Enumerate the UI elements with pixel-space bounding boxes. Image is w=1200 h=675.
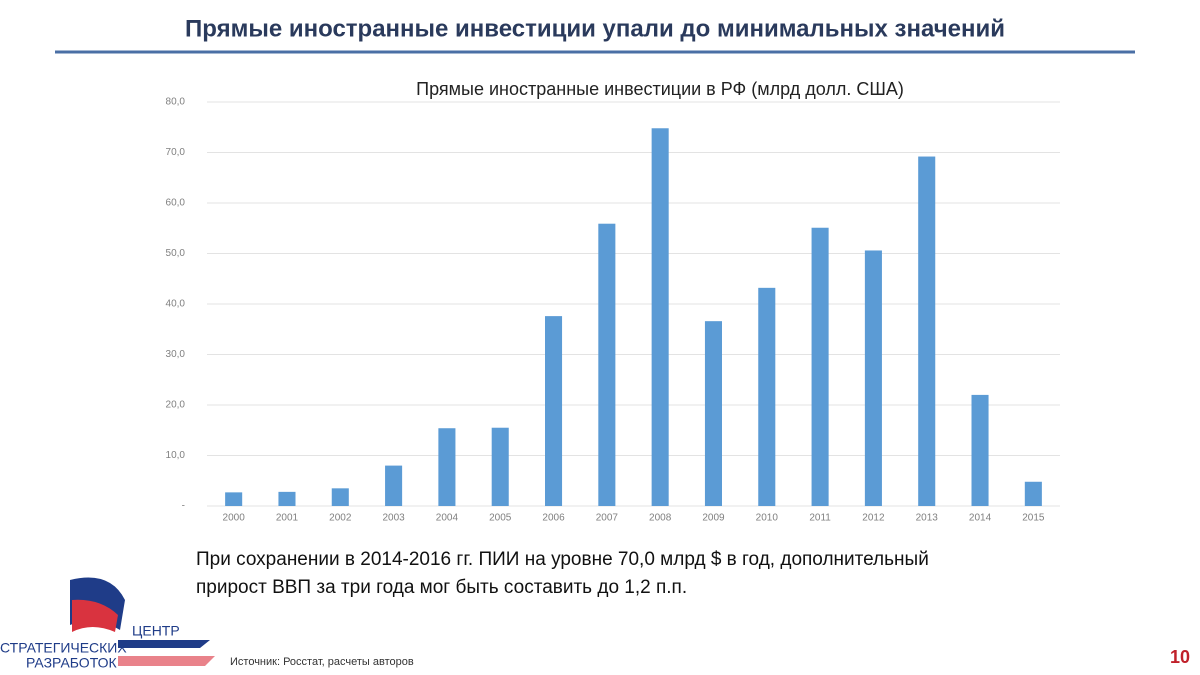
y-tick-label: 40,0 (166, 299, 186, 310)
y-tick-label: 80,0 (166, 97, 186, 108)
x-tick-label: 2007 (596, 513, 619, 524)
x-tick-label: 2006 (542, 513, 565, 524)
bar (758, 287, 776, 506)
source: Источник: Росстат, расчеты авторов (230, 656, 414, 668)
logo-band (118, 656, 215, 666)
note-line: прирост ВВП за три года мог быть состави… (196, 577, 687, 598)
logo-text: РАЗРАБОТОК (26, 655, 118, 671)
x-tick-label: 2004 (436, 513, 459, 524)
x-tick-label: 2010 (756, 513, 779, 524)
x-tick-label: 2005 (489, 513, 512, 524)
bar (1024, 481, 1042, 506)
y-tick-label: 30,0 (166, 349, 186, 360)
y-tick-label: 60,0 (166, 198, 186, 209)
bar (278, 491, 296, 506)
bar (598, 223, 616, 506)
x-tick-label: 2014 (969, 513, 992, 524)
bar (864, 250, 882, 506)
x-tick-label: 2012 (862, 513, 885, 524)
bar (438, 428, 456, 506)
page-number: 10 (1170, 647, 1190, 667)
x-tick-label: 2008 (649, 513, 672, 524)
logo-text: СТРАТЕГИЧЕСКИХ (0, 640, 127, 656)
bar (331, 488, 349, 506)
x-tick-label: 2001 (276, 513, 299, 524)
y-tick-label: 50,0 (166, 248, 186, 259)
slide-title: Прямые иностранные инвестиции упали до м… (185, 15, 1005, 42)
x-tick-label: 2011 (809, 513, 831, 524)
chart-title: Прямые иностранные инвестиции в РФ (млрд… (416, 79, 904, 99)
logo-band (118, 640, 210, 648)
bar (811, 227, 829, 506)
logo-sail (72, 599, 118, 632)
logo: ЦЕНТР СТРАТЕГИЧЕСКИХ РАЗРАБОТОК (0, 577, 215, 671)
x-tick-label: 2013 (916, 513, 939, 524)
bar (971, 394, 989, 506)
x-tick-label: 2002 (329, 513, 352, 524)
x-tick-label: 2000 (223, 513, 246, 524)
bar (704, 321, 722, 506)
bar (225, 492, 243, 506)
y-tick-label: 70,0 (166, 147, 186, 158)
x-tick-label: 2009 (702, 513, 725, 524)
bar (491, 427, 509, 506)
logo-text: ЦЕНТР (132, 623, 180, 639)
x-tick-label: 2015 (1022, 513, 1045, 524)
bar (918, 156, 936, 507)
bar (651, 128, 669, 506)
x-tick-label: 2003 (382, 513, 405, 524)
note-line: При сохранении в 2014-2016 гг. ПИИ на ур… (196, 549, 929, 570)
bar (545, 316, 563, 506)
y-tick-label: 10,0 (166, 450, 186, 461)
y-tick-label: 20,0 (166, 400, 186, 411)
y-tick-label: - (182, 501, 185, 512)
bar (385, 465, 403, 506)
